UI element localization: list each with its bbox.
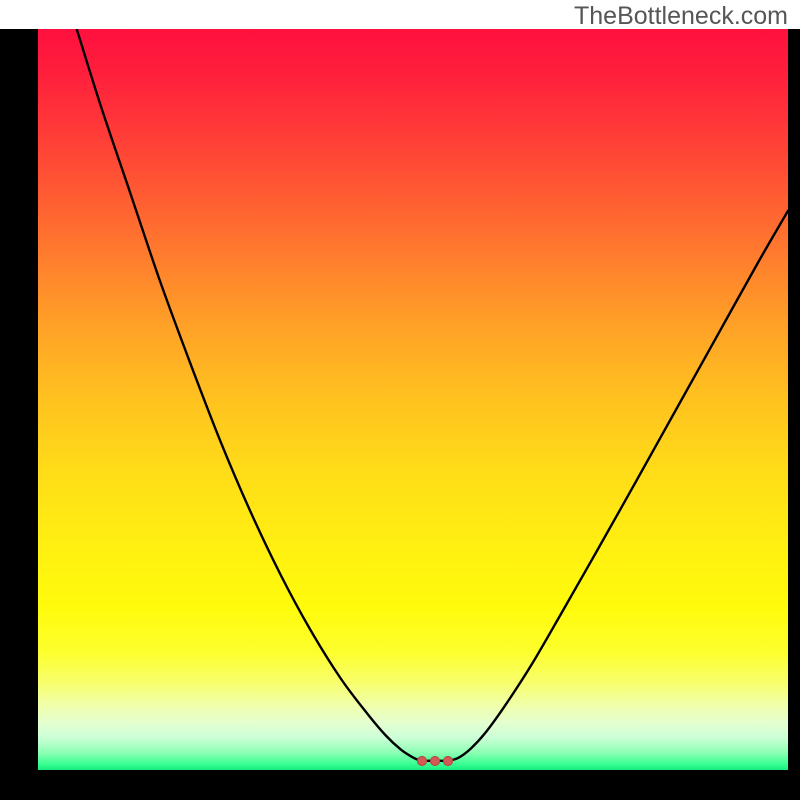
plot-area <box>36 29 788 771</box>
axis-border-bottom <box>0 770 800 800</box>
axis-border-right <box>788 29 800 800</box>
floor-marker-dot <box>417 756 427 766</box>
chart-frame: TheBottleneck.com <box>0 0 800 800</box>
floor-marker-dot <box>430 756 440 766</box>
watermark-text: TheBottleneck.com <box>574 2 788 31</box>
floor-marker-dot <box>443 756 453 766</box>
bottleneck-curve <box>36 29 788 771</box>
axis-border-left <box>0 29 38 800</box>
curve-path <box>70 29 788 761</box>
